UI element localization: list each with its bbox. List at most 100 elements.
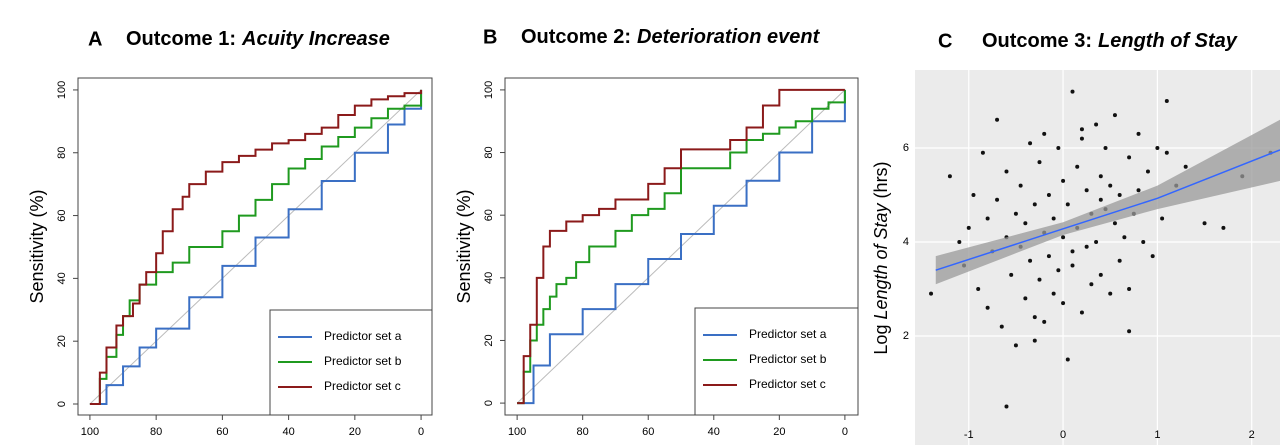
point: [1061, 301, 1066, 306]
y-tick-label: 2: [903, 330, 909, 342]
x-tick-label: 2: [1249, 429, 1255, 441]
point: [1112, 113, 1117, 118]
y-axis-label-part: Log: [871, 325, 891, 355]
point: [1023, 221, 1028, 226]
x-tick-label: 40: [708, 426, 720, 438]
point: [1061, 235, 1066, 240]
point: [1150, 254, 1155, 259]
y-axis-label-part: (hrs): [871, 161, 891, 198]
point: [1051, 291, 1056, 296]
y-tick-label: 40: [56, 272, 68, 284]
point: [1018, 183, 1023, 188]
point: [957, 239, 962, 244]
panel-title: Outcome 1: Acuity Increase: [126, 28, 390, 50]
point: [1164, 99, 1169, 104]
y-tick-label: 0: [483, 400, 495, 406]
x-tick-label: 60: [642, 426, 654, 438]
title-text: Outcome 1:: [126, 28, 236, 50]
y-tick-label: 100: [56, 81, 68, 99]
title-italic: Acuity Increase: [241, 28, 390, 50]
point: [1202, 221, 1207, 226]
point: [1127, 329, 1132, 334]
y-tick-label: 6: [903, 142, 909, 154]
x-tick-label: 100: [508, 426, 526, 438]
point: [966, 225, 971, 230]
y-tick-label: 80: [483, 146, 495, 158]
point: [1145, 169, 1150, 174]
x-tick-label: 1: [1154, 429, 1160, 441]
x-tick-label: 0: [842, 426, 848, 438]
point: [1046, 193, 1051, 197]
y-tick-label: 0: [56, 401, 68, 407]
point: [1141, 239, 1146, 244]
point: [1094, 239, 1099, 244]
point: [1079, 127, 1084, 132]
point: [1009, 272, 1014, 277]
point: [1013, 211, 1018, 216]
y-axis-label: Sensitivity (%): [27, 189, 47, 303]
point: [1042, 131, 1047, 136]
x-tick-label: 0: [418, 426, 424, 438]
point: [1070, 249, 1075, 254]
point: [1051, 216, 1056, 221]
x-tick-label: 60: [216, 426, 228, 438]
point: [1103, 146, 1108, 151]
plot-frame: [77, 77, 433, 416]
roc-curve: [517, 88, 845, 405]
x-tick-label: 20: [349, 426, 361, 438]
y-tick-label: 80: [56, 147, 68, 159]
x-tick-label: 40: [282, 426, 294, 438]
y-axis-label-part: Length of Stay: [871, 202, 891, 319]
y-axis-label: Log Length of Stay (hrs): [871, 161, 891, 354]
x-tick-label: 80: [150, 426, 162, 438]
point: [1070, 263, 1075, 268]
y-tick-label: 4: [903, 236, 909, 248]
point: [1160, 216, 1165, 221]
confidence-band: [935, 119, 1280, 285]
point: [1127, 286, 1132, 291]
y-tick-label: 40: [483, 272, 495, 284]
panel-title: Outcome 3: Length of Stay: [982, 30, 1238, 52]
point: [1094, 122, 1099, 127]
x-tick-label: 100: [81, 426, 99, 438]
point: [1046, 254, 1051, 259]
plot-frame: [504, 77, 859, 416]
point: [980, 150, 985, 155]
point: [1108, 291, 1113, 296]
point: [1112, 221, 1117, 226]
point: [1032, 202, 1037, 207]
legend-label: Predictor set b: [324, 354, 402, 368]
point: [1032, 338, 1037, 343]
point: [929, 291, 934, 296]
point: [1089, 282, 1094, 287]
y-axis-label: Sensitivity (%): [454, 189, 474, 303]
title-italic: Deterioration event: [637, 26, 821, 48]
x-tick-label: 80: [577, 426, 589, 438]
point: [1108, 183, 1113, 188]
point: [1056, 146, 1061, 151]
point: [1098, 272, 1103, 277]
point: [1221, 225, 1226, 230]
point: [1004, 404, 1009, 409]
point: [1028, 141, 1033, 146]
point: [995, 117, 1000, 122]
point: [999, 324, 1004, 329]
point: [971, 193, 976, 197]
point: [1136, 131, 1141, 136]
point: [1075, 164, 1080, 169]
point: [995, 197, 1000, 202]
point: [1042, 319, 1047, 324]
legend-label: Predictor set a: [749, 327, 827, 341]
point: [1155, 146, 1160, 151]
point: [1117, 258, 1122, 263]
point: [1070, 89, 1075, 94]
point: [985, 305, 990, 310]
point: [1084, 188, 1089, 193]
point: [1037, 160, 1042, 165]
point: [1056, 268, 1061, 273]
title-text: Outcome 3:: [982, 30, 1092, 52]
y-tick-label: 60: [483, 209, 495, 221]
point: [1084, 244, 1089, 249]
point: [1061, 178, 1066, 183]
